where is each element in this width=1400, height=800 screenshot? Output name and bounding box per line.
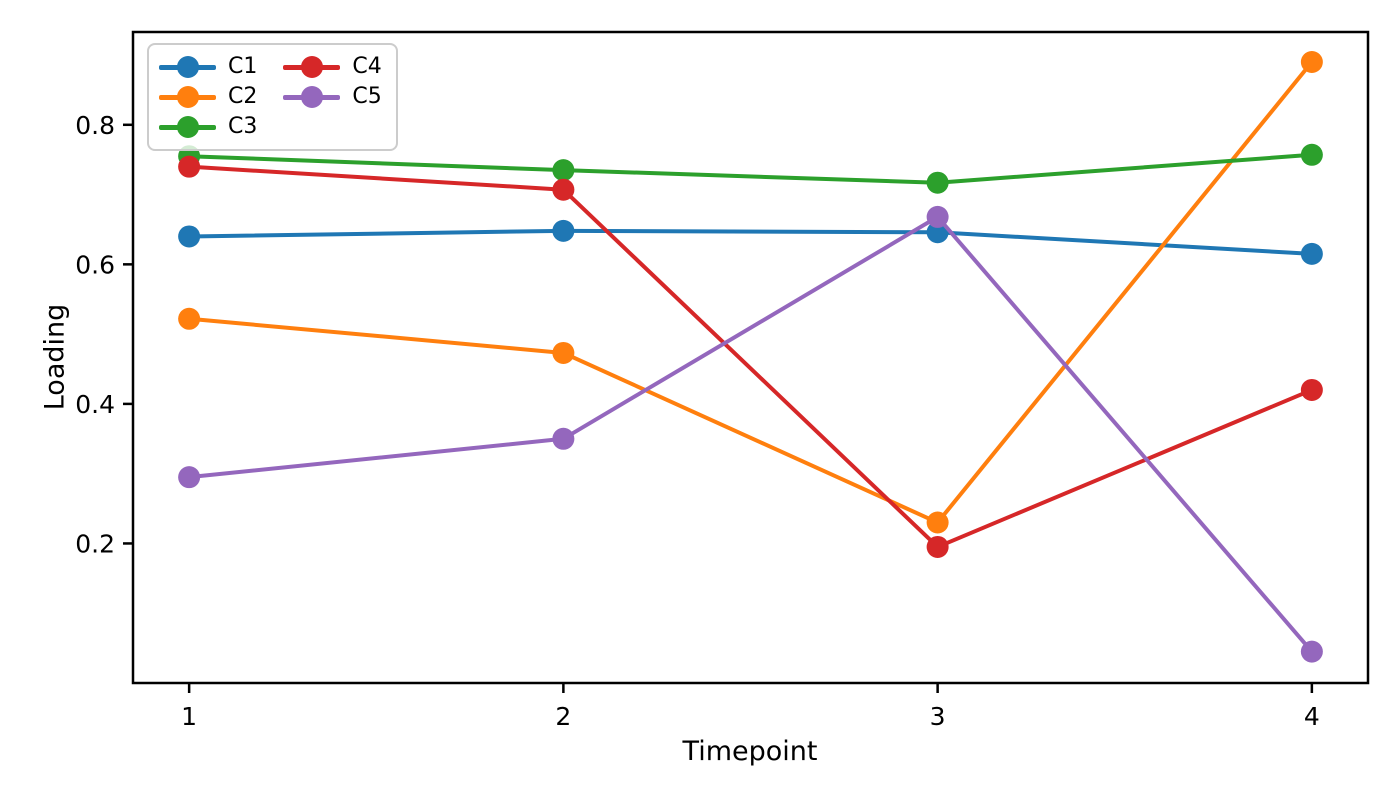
svg-text:0.8: 0.8 (75, 111, 115, 140)
legend-label-c1: C1 (228, 54, 258, 79)
legend-marker-c4 (283, 56, 341, 78)
x-axis-label: Timepoint (682, 736, 818, 767)
legend-item-c2: C2 (159, 86, 257, 108)
legend-marker-c2 (159, 86, 216, 108)
legend-label-c5: C5 (352, 84, 382, 109)
svg-text:0.6: 0.6 (75, 250, 115, 279)
y-axis-label: Loading (39, 303, 71, 411)
legend-marker-c3 (159, 116, 216, 138)
legend-item-c1: C1 (159, 56, 257, 78)
legend-item-c4: C4 (283, 54, 382, 79)
legend: C1 C2 C3 C4 C5 (147, 43, 398, 151)
legend-marker-c1 (159, 56, 216, 78)
legend-label-c3: C3 (228, 114, 258, 139)
svg-text:1: 1 (181, 702, 197, 731)
legend-label-c4: C4 (352, 54, 382, 79)
svg-text:0.2: 0.2 (75, 529, 115, 558)
svg-text:2: 2 (555, 702, 571, 731)
svg-text:0.4: 0.4 (75, 390, 115, 419)
legend-marker-c5 (283, 86, 341, 108)
legend-item-c3: C3 (159, 116, 257, 138)
legend-item-c5: C5 (283, 84, 382, 109)
legend-label-c2: C2 (228, 84, 258, 109)
svg-text:3: 3 (930, 702, 946, 731)
svg-text:4: 4 (1304, 702, 1320, 731)
